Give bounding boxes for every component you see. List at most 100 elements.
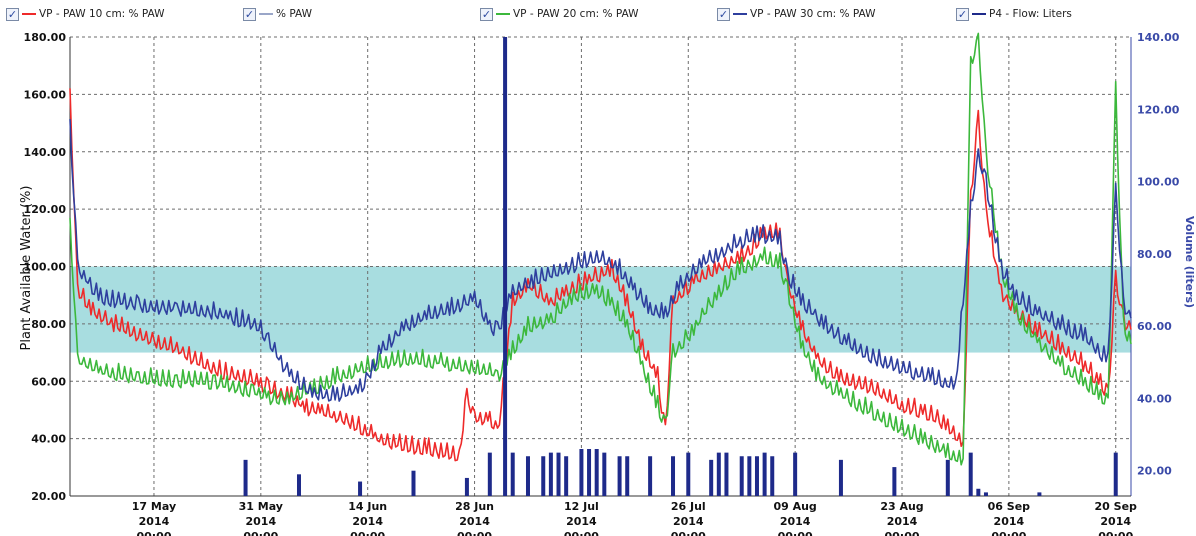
x-tick-label: 00:00 [1098, 530, 1133, 536]
x-tick-label: 00:00 [243, 530, 278, 536]
y-tick-label: 160.00 [24, 88, 67, 101]
y2-axis-title: Volume (liters) [1183, 216, 1196, 308]
flow-bar [793, 452, 798, 496]
y-tick-label: 140.00 [24, 146, 67, 159]
x-tick-label: 23 Aug [880, 500, 923, 513]
flow-bar [464, 477, 469, 496]
flow-bar [724, 452, 729, 496]
y2-tick-label: 140.00 [1137, 31, 1180, 44]
x-tick-label: 06 Sep [988, 500, 1031, 513]
legend-label: VP - PAW 30 cm: % PAW [750, 8, 876, 20]
y2-tick-label: 20.00 [1137, 465, 1172, 478]
legend-checkbox-icon[interactable]: ✓ [6, 7, 19, 21]
flow-bar [747, 456, 752, 496]
flow-bar [510, 452, 515, 496]
flow-bar [892, 467, 897, 496]
flow-bar [556, 452, 561, 496]
flow-bar [716, 452, 721, 496]
y2-tick-label: 100.00 [1137, 176, 1180, 189]
flow-bar [976, 488, 981, 496]
y2-tick-label: 60.00 [1137, 320, 1172, 333]
target-band [70, 266, 1131, 353]
x-tick-label: 2014 [887, 515, 918, 528]
legend-item-paw-20cm[interactable]: ✓ VP - PAW 20 cm: % PAW [480, 4, 639, 24]
flow-bar [739, 456, 744, 496]
y2-tick-label: 40.00 [1137, 392, 1172, 405]
flow-bar [541, 456, 546, 496]
legend-swatch [259, 13, 273, 15]
y-tick-label: 180.00 [24, 31, 67, 44]
flow-bar [770, 456, 775, 496]
x-tick-label: 00:00 [991, 530, 1026, 536]
y-tick-label: 40.00 [31, 433, 66, 446]
legend-label: % PAW [276, 8, 312, 20]
x-tick-label: 2014 [352, 515, 383, 528]
y-tick-label: 80.00 [31, 318, 66, 331]
legend-checkbox-icon[interactable]: ✓ [243, 7, 256, 21]
x-tick-label: 14 Jun [348, 500, 387, 513]
y-tick-label: 60.00 [31, 375, 66, 388]
flow-bar [762, 452, 767, 496]
x-tick-label: 2014 [1100, 515, 1131, 528]
flow-bar [625, 456, 630, 496]
flow-bar [1113, 452, 1118, 496]
flow-bar [243, 459, 248, 496]
y-tick-label: 100.00 [24, 261, 67, 274]
flow-bar [487, 452, 492, 496]
y2-tick-label: 120.00 [1137, 103, 1180, 116]
legend-swatch [733, 13, 747, 15]
flow-bar [587, 449, 592, 496]
series-line-20cm [69, 32, 1132, 466]
flow-bar [564, 456, 569, 496]
flow-bar [671, 456, 676, 496]
flow-bar [1037, 492, 1042, 496]
x-tick-label: 28 Jun [455, 500, 494, 513]
legend-swatch [496, 13, 510, 15]
flow-bar [358, 481, 363, 496]
chart-legend: ✓ VP - PAW 10 cm: % PAW ✓ % PAW ✓ VP - P… [0, 0, 1196, 28]
legend-label: VP - PAW 20 cm: % PAW [513, 8, 639, 20]
flow-bar [602, 452, 607, 496]
x-tick-label: 2014 [246, 515, 277, 528]
flow-bar [296, 474, 301, 496]
x-tick-label: 2014 [994, 515, 1025, 528]
x-tick-label: 26 Jul [671, 500, 706, 513]
flow-bar [983, 492, 988, 496]
legend-label: VP - PAW 10 cm: % PAW [39, 8, 165, 20]
x-tick-label: 00:00 [671, 530, 706, 536]
flow-bar [503, 37, 508, 496]
legend-item-paw[interactable]: ✓ % PAW [243, 4, 312, 24]
flow-bar [579, 449, 584, 496]
legend-item-flow[interactable]: ✓ P4 - Flow: Liters [956, 4, 1072, 24]
flow-bar [411, 470, 416, 496]
flow-bar [525, 456, 530, 496]
x-tick-label: 2014 [459, 515, 490, 528]
flow-bar [617, 456, 622, 496]
x-tick-label: 00:00 [350, 530, 385, 536]
flow-bar [648, 456, 653, 496]
legend-item-paw-10cm[interactable]: ✓ VP - PAW 10 cm: % PAW [6, 4, 165, 24]
x-tick-label: 00:00 [564, 530, 599, 536]
y-tick-label: 20.00 [31, 490, 66, 503]
legend-label: P4 - Flow: Liters [989, 8, 1072, 20]
x-tick-label: 00:00 [884, 530, 919, 536]
flow-bar [709, 459, 714, 496]
legend-checkbox-icon[interactable]: ✓ [717, 7, 730, 21]
x-tick-label: 09 Aug [773, 500, 816, 513]
x-tick-label: 20 Sep [1095, 500, 1138, 513]
legend-checkbox-icon[interactable]: ✓ [480, 7, 493, 21]
flow-bar [594, 449, 599, 496]
legend-swatch [22, 13, 36, 15]
x-tick-label: 00:00 [778, 530, 813, 536]
y-tick-label: 120.00 [24, 203, 67, 216]
flow-bar [548, 452, 553, 496]
series-line-30cm [69, 119, 1132, 402]
legend-item-paw-30cm[interactable]: ✓ VP - PAW 30 cm: % PAW [717, 4, 876, 24]
x-tick-label: 2014 [673, 515, 704, 528]
flow-bar [968, 452, 973, 496]
flow-bar [838, 459, 843, 496]
legend-checkbox-icon[interactable]: ✓ [956, 7, 969, 21]
y2-tick-label: 80.00 [1137, 248, 1172, 261]
y-axis-title: Plant Available Water (%) [19, 186, 34, 351]
